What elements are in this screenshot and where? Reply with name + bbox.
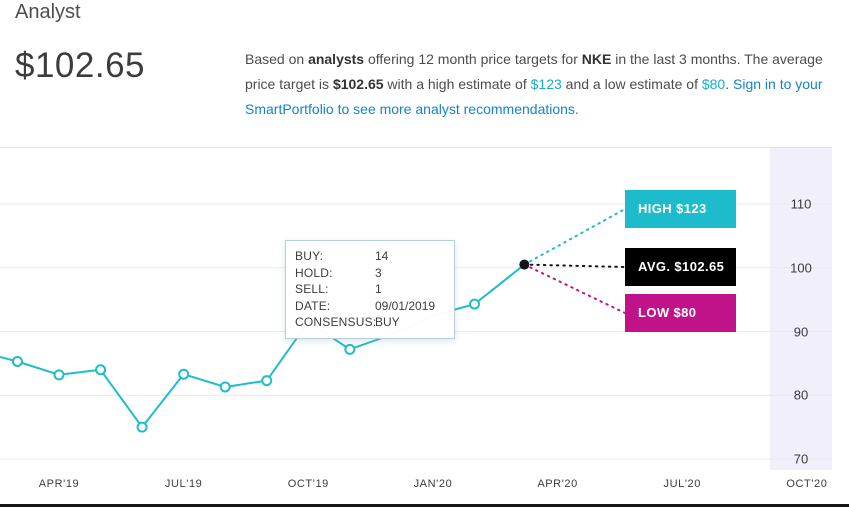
- tooltip-row: CONSENSUS: BUY: [295, 314, 445, 331]
- forecast-band: [770, 147, 832, 470]
- low-estimate-label: LOW $80: [638, 305, 697, 320]
- data-point-marker[interactable]: [344, 343, 356, 355]
- tooltip-row-value: 3: [375, 265, 382, 280]
- data-point-marker[interactable]: [53, 369, 65, 381]
- x-axis-tick-label: JUL'20: [663, 478, 701, 490]
- smartportfolio-signin-link[interactable]: Sign in to your SmartPortfolio to see mo…: [245, 76, 823, 117]
- description-text: in the last 3 months. The average price …: [245, 51, 823, 92]
- avg-estimate-badge: AVG. $102.65: [625, 248, 736, 286]
- section-title: Analyst: [15, 1, 81, 23]
- data-point-marker[interactable]: [219, 381, 231, 393]
- description-text: with a high estimate of: [383, 76, 531, 92]
- y-axis-tick-label: 90: [793, 324, 809, 339]
- current-point-marker[interactable]: [519, 259, 530, 270]
- description-text: NKE: [581, 51, 612, 67]
- tooltip-row-label: BUY:: [295, 249, 324, 263]
- description-text: and a low estimate of: [561, 76, 702, 92]
- x-axis-tick-label: APR'20: [537, 478, 578, 490]
- high-estimate-label: HIGH $123: [638, 201, 707, 216]
- x-axis-tick-label: OCT'20: [786, 478, 828, 490]
- tooltip-row-label: DATE:: [295, 298, 331, 313]
- data-point-marker[interactable]: [11, 355, 23, 367]
- data-point-marker[interactable]: [95, 364, 107, 376]
- y-axis-tick-label: 70: [793, 451, 809, 467]
- bottom-border: [0, 504, 849, 507]
- tooltip-row-value: 09/01/2019: [375, 298, 436, 313]
- low-estimate-badge: LOW $80: [625, 294, 736, 332]
- price-target-chart[interactable]: BUY: 14 HOLD: 3 SELL: 1 DATE: 09/01/2019 CONSENS…: [0, 147, 849, 504]
- y-axis-tick-label: 100: [790, 260, 812, 276]
- tooltip-row: DATE: 09/01/2019: [295, 298, 445, 315]
- low-projection-line: [523, 263, 626, 314]
- tooltip-row-label: HOLD:: [295, 265, 333, 280]
- tooltip-row: SELL: 1: [295, 281, 445, 298]
- x-axis-tick-label: JAN'20: [413, 478, 453, 490]
- description-text: offering 12 month price targets for: [364, 51, 582, 67]
- avg-projection-line: [523, 263, 626, 268]
- tooltip-row: HOLD: 3: [295, 265, 445, 282]
- chart-tooltip: BUY: 14 HOLD: 3 SELL: 1 DATE: 09/01/2019 CONSENS…: [285, 240, 455, 339]
- data-point-marker[interactable]: [469, 298, 480, 310]
- description-text: .: [725, 76, 733, 92]
- tooltip-row: BUY: 14: [295, 248, 445, 265]
- tooltip-row-value: 1: [375, 282, 382, 296]
- x-axis-tick-label: APR'19: [38, 478, 80, 490]
- tooltip-row-label: CONSENSUS:: [295, 315, 377, 329]
- y-axis-tick-label: 110: [790, 196, 812, 212]
- description-text: analysts: [308, 51, 365, 67]
- avg-estimate-label: AVG. $102.65: [638, 259, 725, 274]
- estimate-value-text: $80: [701, 76, 726, 92]
- tooltip-row-value: 14: [375, 249, 389, 263]
- description-text: $102.65: [332, 76, 384, 92]
- average-price-target: $102.65: [15, 46, 146, 85]
- estimate-value-text: $123: [530, 76, 562, 92]
- tooltip-row-label: SELL:: [295, 282, 329, 296]
- x-axis-tick-label: JUL'19: [164, 478, 203, 490]
- data-point-marker[interactable]: [261, 375, 273, 387]
- tooltip-row-value: BUY: [375, 315, 400, 329]
- high-estimate-badge: HIGH $123: [625, 190, 736, 228]
- analyst-description: Based on analysts offering 12 month pric…: [245, 47, 823, 122]
- y-axis-tick-label: 80: [793, 387, 809, 403]
- data-point-marker[interactable]: [178, 368, 190, 380]
- x-axis-tick-label: OCT'19: [287, 478, 329, 490]
- high-projection-line: [523, 208, 626, 266]
- data-point-marker[interactable]: [136, 421, 148, 433]
- description-text: Based on: [245, 51, 309, 67]
